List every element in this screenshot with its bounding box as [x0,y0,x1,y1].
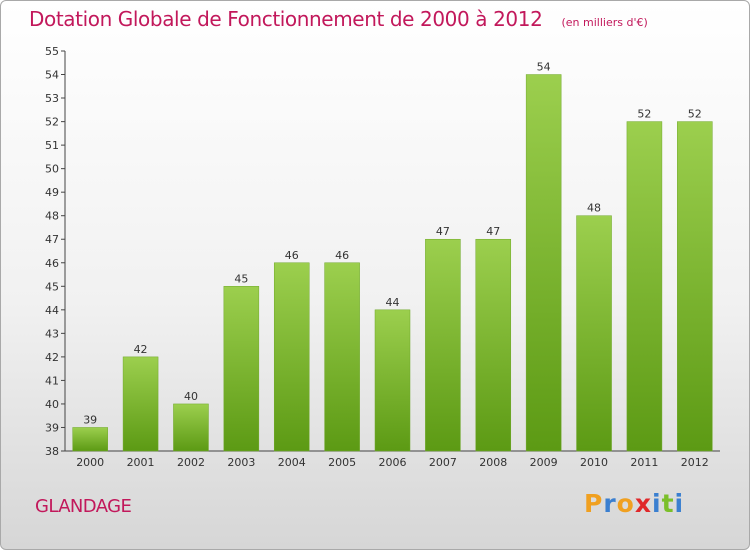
chart-subtitle: (en milliers d'€) [561,16,648,29]
y-tick-label: 45 [45,280,59,293]
y-tick-label: 40 [45,398,59,411]
y-tick-label: 55 [45,45,59,58]
bar-value-label: 47 [486,225,500,238]
y-tick-labels: 38 39 40 41 42 43 44 45 46 47 48 49 50 51 52 53 54 55 [45,45,59,458]
x-tick-labels: 2000 2001 2002 2003 2004 2005 2006 2007 2008 2009… [76,456,709,469]
x-tick-label: 2002 [177,456,205,469]
bar-value-label: 39 [83,413,97,426]
y-tick-label: 50 [45,163,59,176]
y-tick-label: 39 [45,421,59,434]
bar-value-label: 42 [134,343,148,356]
logo-letter: i [652,489,662,518]
bar-value-labels: 39 42 40 45 46 46 44 47 47 54 48 52 52 [83,61,702,427]
x-tick-label: 2010 [580,456,608,469]
bar-2002 [173,403,209,452]
logo-letter: r [603,489,617,518]
x-tick-label: 2000 [76,456,104,469]
y-tick-label: 53 [45,92,59,105]
bar-value-label: 52 [688,108,702,121]
x-tick-label: 2005 [328,456,356,469]
y-tick-label: 48 [45,210,59,223]
bar-2001 [122,356,159,452]
y-tick-label: 52 [45,116,59,129]
logo-letter: P [584,489,604,518]
bar-2007 [425,238,461,452]
y-tick-label: 42 [45,351,59,364]
logo-letter: x [634,489,652,518]
bar-value-label: 45 [234,272,248,285]
chart-bars [72,74,713,452]
bar-value-label: 44 [386,296,400,309]
bar-2005 [324,262,360,452]
x-tick-label: 2011 [630,456,658,469]
y-tick-label: 47 [45,233,59,246]
y-tick-label: 44 [45,304,59,317]
chart-heading: Dotation Globale de Fonctionnement de 20… [29,7,648,31]
x-tick-label: 2006 [379,456,407,469]
y-tick-label: 43 [45,327,59,340]
y-tick-label: 41 [45,374,59,387]
logo-letter: t [661,489,675,518]
bar-value-label: 54 [537,61,551,74]
y-tick-label: 38 [45,445,59,458]
x-tick-label: 2001 [127,456,155,469]
proxiti-logo: Proxiti [584,489,684,518]
bar-2010 [576,215,612,452]
bar-value-label: 46 [335,249,349,262]
y-tick-label: 49 [45,186,59,199]
commune-name: GLANDAGE [35,496,132,517]
bar-2004 [273,262,310,452]
bar-value-label: 52 [637,108,651,121]
x-tick-label: 2008 [479,456,507,469]
y-tick-label: 51 [45,139,59,152]
bar-value-label: 40 [184,390,198,403]
bar-2003 [223,286,260,452]
x-tick-label: 2007 [429,456,457,469]
bar-2011 [626,121,663,452]
chart-title: Dotation Globale de Fonctionnement de 20… [29,7,543,31]
bar-value-label: 48 [587,202,601,215]
x-tick-label: 2003 [227,456,255,469]
x-tick-label: 2009 [530,456,558,469]
bar-value-label: 46 [285,249,299,262]
y-tick-label: 46 [45,257,59,270]
bar-2008 [475,238,512,452]
bar-2006 [374,309,411,452]
y-tick-label: 54 [45,69,59,82]
x-tick-label: 2012 [681,456,709,469]
bar-value-label: 47 [436,225,450,238]
logo-letter: o [616,489,635,518]
bar-2000 [72,427,108,452]
logo-letter: i [674,489,685,518]
bar-2012 [677,121,713,452]
bar-2009 [525,74,562,452]
x-tick-label: 2004 [278,456,306,469]
